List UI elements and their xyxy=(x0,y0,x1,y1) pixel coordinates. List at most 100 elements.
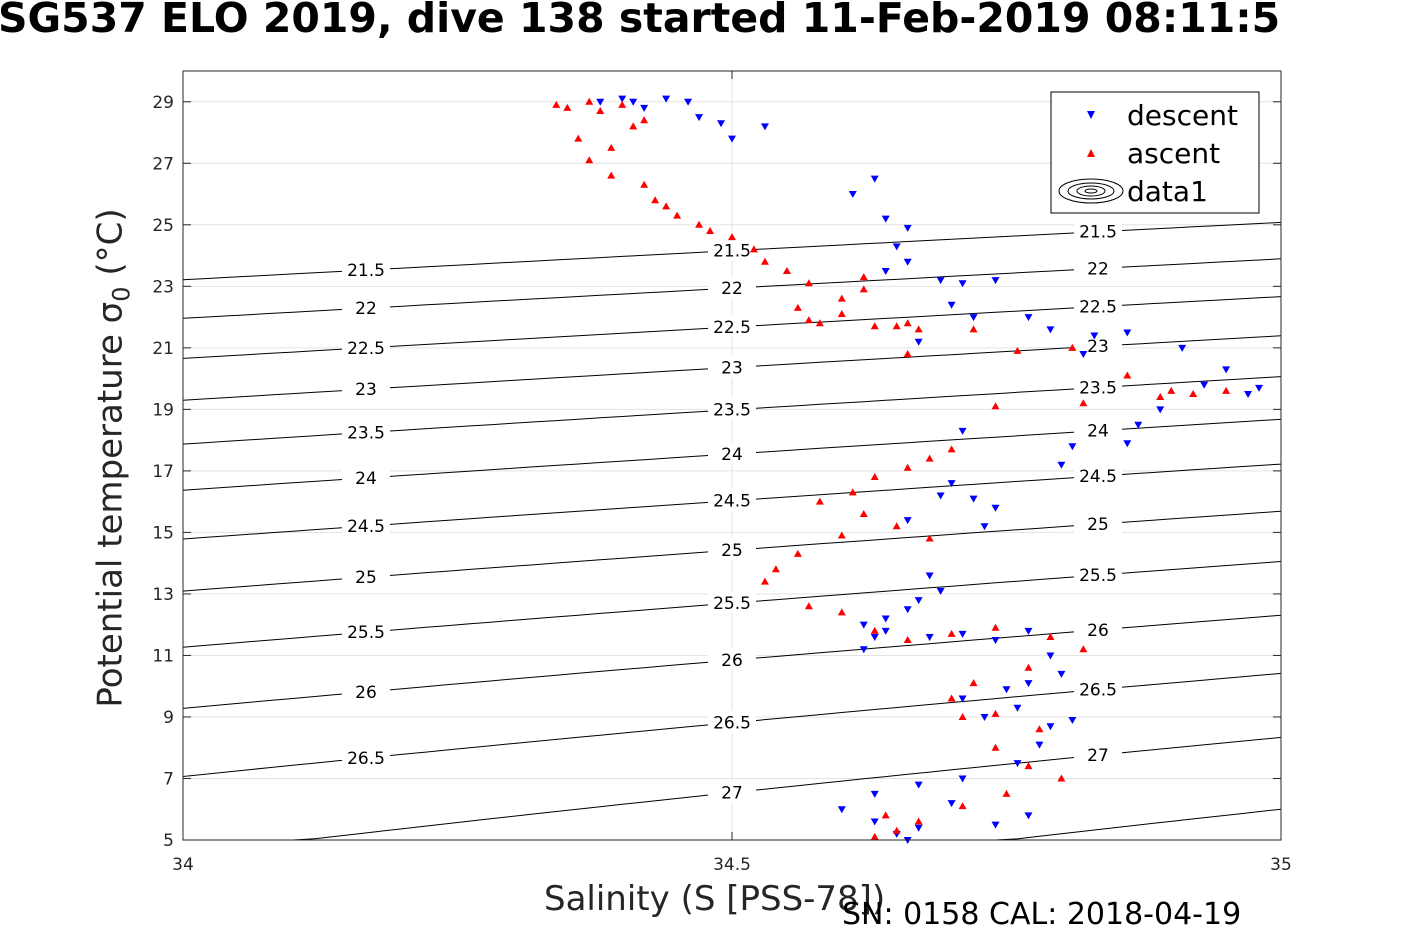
descent-point xyxy=(1002,686,1011,694)
descent-point xyxy=(881,615,890,623)
ascent-point xyxy=(947,694,956,702)
contour-label: 24 xyxy=(721,445,743,465)
y-tick-label: 5 xyxy=(163,831,174,851)
descent-point xyxy=(980,523,989,531)
descent-point xyxy=(881,267,890,275)
descent-point xyxy=(1013,704,1022,712)
descent-point xyxy=(728,135,736,143)
contour-label-bg xyxy=(1074,375,1122,398)
x-axis-label: Salinity (S [PSS-78]) xyxy=(544,879,886,919)
descent-point xyxy=(947,480,956,488)
ascent-point xyxy=(1013,346,1022,354)
calibration-info: SN: 0158 CAL: 2018-04-19 xyxy=(842,897,1242,932)
ascent-point xyxy=(563,103,572,111)
ascent-point xyxy=(1189,389,1198,397)
contour-label: 27 xyxy=(1087,746,1109,766)
descent-point xyxy=(1013,760,1022,768)
descent-point xyxy=(936,492,945,500)
legend-data1-label: data1 xyxy=(1127,175,1208,208)
descent-point xyxy=(1255,384,1264,392)
ascent-point xyxy=(618,100,627,108)
y-tick-label: 17 xyxy=(152,462,174,482)
x-tick-label: 35 xyxy=(1270,855,1292,875)
contour-label-bg xyxy=(342,565,390,588)
ascent-point xyxy=(958,712,967,720)
contour-label-bg xyxy=(342,620,390,643)
ascent-point xyxy=(1002,789,1011,797)
ascent-point xyxy=(837,608,846,616)
contour-label: 26.5 xyxy=(347,749,385,769)
ascent-point xyxy=(859,273,868,281)
contour-label: 22 xyxy=(721,279,743,299)
contour-label-bg xyxy=(342,465,390,488)
y-tick-label: 11 xyxy=(152,646,174,666)
descent-point xyxy=(695,114,704,122)
ascent-point xyxy=(1222,386,1231,394)
contour-label-bg xyxy=(342,258,390,281)
descent-point xyxy=(870,175,879,183)
descent-point xyxy=(1046,326,1055,334)
descent-point xyxy=(991,504,1000,512)
descent-point xyxy=(1090,332,1099,340)
ascent-point xyxy=(892,826,901,834)
descent-point xyxy=(1178,344,1187,352)
ascent-point xyxy=(881,811,890,819)
ascent-point xyxy=(815,497,824,505)
descent-point xyxy=(914,338,923,346)
y-tick-label: 19 xyxy=(152,400,174,420)
descent-point xyxy=(958,280,967,288)
legend-contour-icon xyxy=(1058,178,1124,204)
contour-label-bg xyxy=(708,238,756,261)
contour-label-bg xyxy=(1074,256,1122,279)
y-tick-label: 23 xyxy=(152,277,174,297)
contour-label-bg xyxy=(708,648,756,671)
descent-point xyxy=(1134,421,1143,429)
ascent-point xyxy=(969,679,978,687)
descent-point xyxy=(760,123,769,131)
ascent-point xyxy=(859,285,868,293)
contour-label: 27 xyxy=(721,784,743,804)
contour-label-bg xyxy=(342,745,390,768)
ascent-point xyxy=(991,743,1000,751)
ascent-point xyxy=(1057,774,1066,782)
descent-point xyxy=(903,224,912,232)
contour-label-bg xyxy=(708,710,756,733)
descent-point xyxy=(936,587,945,595)
ascent-point xyxy=(947,445,956,453)
contour-label: 23 xyxy=(355,380,377,400)
ascent-point xyxy=(1068,343,1077,351)
ascent-point xyxy=(607,143,616,151)
contour-label: 23.5 xyxy=(1079,379,1117,399)
contour-label-bg xyxy=(342,420,390,443)
contour-label-bg xyxy=(1074,512,1122,535)
ascent-point xyxy=(815,319,824,327)
ascent-point xyxy=(695,220,704,228)
descent-point xyxy=(684,98,693,106)
y-tick-label: 27 xyxy=(152,154,174,174)
descent-point xyxy=(1024,680,1033,688)
contour-label: 25.5 xyxy=(347,623,385,643)
chart-title: SG537 ELO 2019, dive 138 started 11-Feb-… xyxy=(0,0,1281,42)
descent-point xyxy=(958,775,967,783)
x-tick-label: 34.5 xyxy=(713,855,751,875)
descent-point xyxy=(914,781,923,789)
descent-point xyxy=(914,824,923,832)
descent-point xyxy=(1024,314,1033,322)
y-tick-label: 13 xyxy=(152,585,174,605)
contour-label: 21.5 xyxy=(713,242,751,262)
ascent-point xyxy=(903,636,912,644)
descent-point xyxy=(881,215,890,223)
descent-point xyxy=(1046,652,1055,660)
descent-point xyxy=(947,301,956,309)
descent-point xyxy=(903,258,912,266)
descent-point xyxy=(903,517,912,525)
ascent-point xyxy=(804,316,813,324)
descent-point xyxy=(1123,440,1132,448)
contour-label-bg xyxy=(1074,677,1122,700)
descent-point xyxy=(870,818,879,826)
descent-point xyxy=(936,277,945,285)
contour-label: 25 xyxy=(721,541,743,561)
ascent-point xyxy=(837,294,846,302)
descent-point xyxy=(925,633,934,641)
ascent-point xyxy=(1024,663,1033,671)
